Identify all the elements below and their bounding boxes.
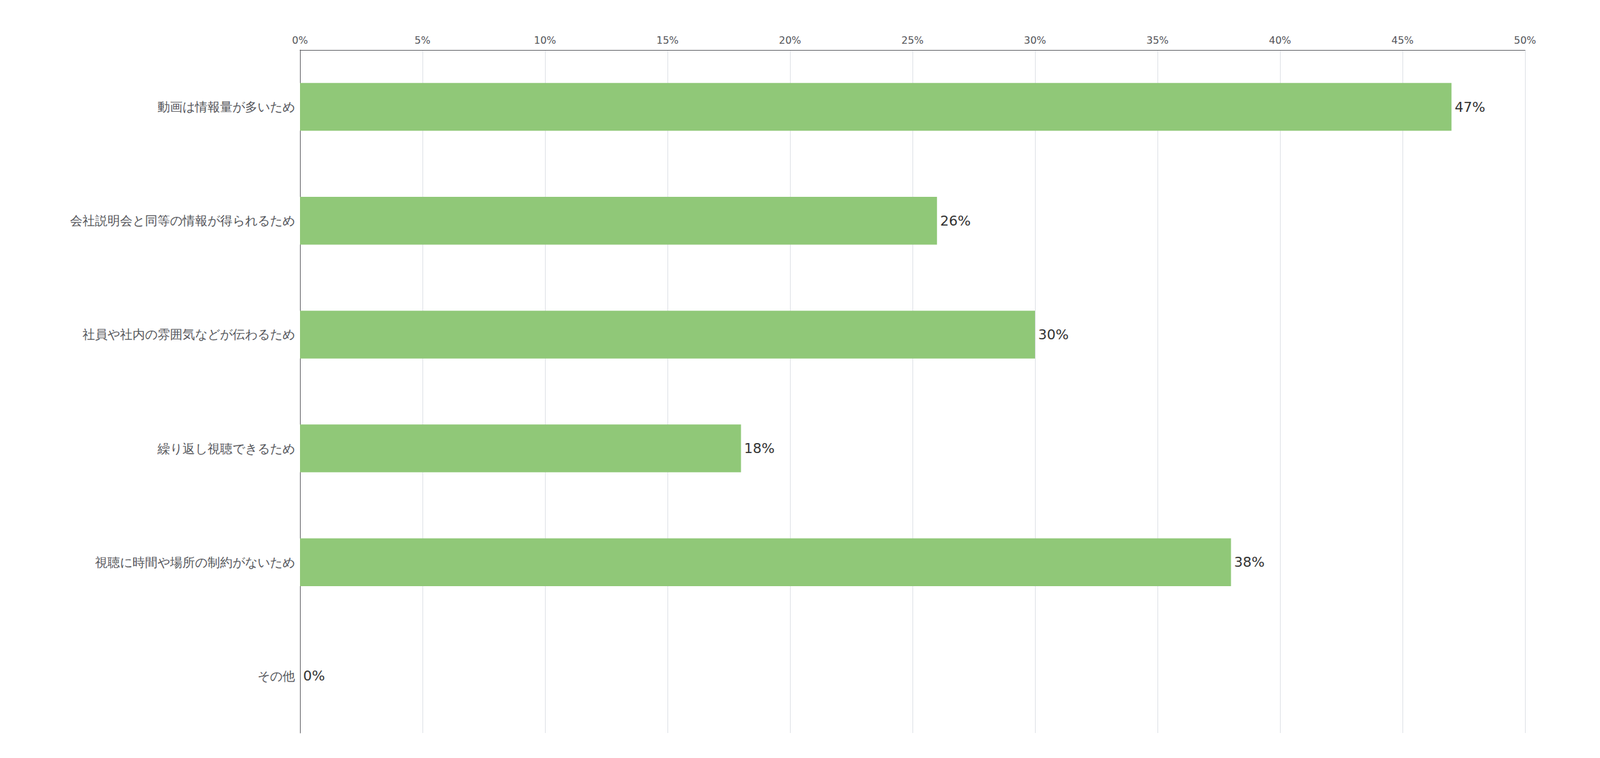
svg-text:繰り返し視聴できるため: 繰り返し視聴できるため: [156, 441, 295, 457]
svg-text:0%: 0%: [291, 34, 308, 47]
svg-text:5%: 5%: [414, 34, 430, 47]
svg-text:30%: 30%: [1023, 34, 1047, 47]
svg-text:15%: 15%: [656, 34, 679, 47]
svg-text:45%: 45%: [1391, 34, 1414, 47]
svg-text:0%: 0%: [303, 668, 325, 684]
svg-text:50%: 50%: [1513, 34, 1537, 47]
svg-text:47%: 47%: [1454, 99, 1485, 115]
svg-text:視聴に時間や場所の制約がないため: 視聴に時間や場所の制約がないため: [95, 555, 295, 570]
svg-text:10%: 10%: [533, 34, 557, 47]
svg-text:会社説明会と同等の情報が得られるため: 会社説明会と同等の情報が得られるため: [70, 213, 295, 229]
svg-text:26%: 26%: [940, 213, 971, 229]
svg-text:20%: 20%: [778, 34, 802, 47]
svg-text:35%: 35%: [1146, 34, 1169, 47]
svg-text:その他: その他: [257, 668, 295, 684]
svg-text:18%: 18%: [744, 440, 775, 457]
svg-text:38%: 38%: [1234, 554, 1265, 570]
svg-text:30%: 30%: [1038, 326, 1069, 343]
svg-text:40%: 40%: [1268, 34, 1292, 47]
svg-text:25%: 25%: [901, 34, 924, 47]
svg-text:社員や社内の雰囲気などが伝わるため: 社員や社内の雰囲気などが伝わるため: [82, 326, 295, 342]
svg-text:動画は情報量が多いため: 動画は情報量が多いため: [157, 99, 295, 115]
